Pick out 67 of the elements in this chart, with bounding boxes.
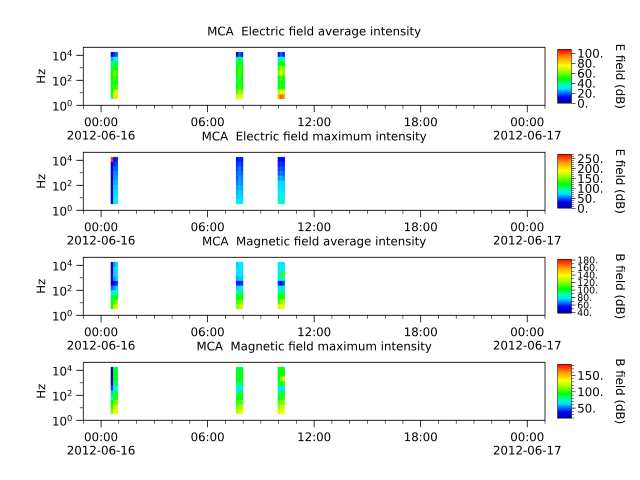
y-tick-label: 10$^{4}$ bbox=[53, 365, 72, 376]
x-tick-label: 12:00 bbox=[298, 432, 330, 442]
x-tick-label: 12:00 bbox=[298, 327, 330, 336]
color-bar-label: 200. bbox=[578, 164, 602, 174]
y-tick-label: 10$^{2}$ bbox=[53, 390, 72, 401]
x-tick-label: 18:00 bbox=[404, 117, 437, 126]
y-axis-title: Hz bbox=[36, 69, 46, 83]
y-tick-label: 10$^{0}$ bbox=[53, 100, 72, 111]
y-axis-title: Hz bbox=[36, 384, 46, 398]
color-bar-label: 80. bbox=[578, 294, 592, 302]
color-bar-label: 140. bbox=[578, 272, 598, 279]
color-bar-label: 160. bbox=[578, 264, 598, 272]
chart-title: MCA Electric field average intensity bbox=[208, 26, 421, 38]
x-tick-label: 00:00 2012-06-17 bbox=[494, 222, 561, 245]
y-tick-label: 10$^{2}$ bbox=[53, 180, 72, 191]
y-axis-title: Hz bbox=[36, 279, 46, 293]
color-bar-label: 60. bbox=[578, 302, 592, 309]
x-tick-label: 06:00 bbox=[191, 117, 224, 126]
x-tick-label: 18:00 bbox=[404, 432, 437, 442]
x-tick-label: 06:00 bbox=[191, 222, 224, 232]
y-tick-label: 10$^{4}$ bbox=[53, 260, 72, 271]
y-tick-label: 10$^{4}$ bbox=[53, 155, 72, 166]
color-bar-label: 40. bbox=[578, 309, 592, 316]
x-tick-label: 12:00 bbox=[298, 117, 330, 126]
y-axis-title: Hz bbox=[36, 174, 46, 188]
color-bar-label: 100. bbox=[578, 286, 598, 294]
y-tick-label: 10$^{4}$ bbox=[53, 50, 72, 61]
x-tick-label: 00:00 2012-06-16 bbox=[68, 117, 135, 140]
color-bar-label: 80. bbox=[578, 58, 595, 68]
color-bar-label: 50. bbox=[578, 404, 595, 413]
x-tick-label: 00:00 2012-06-16 bbox=[68, 327, 135, 350]
color-bar-label: 180. bbox=[578, 256, 598, 264]
color-bar-title: E field (dB) bbox=[614, 150, 626, 213]
y-tick-label: 10$^{2}$ bbox=[53, 74, 72, 86]
color-bar-label: 0. bbox=[578, 98, 588, 108]
color-bar-label: 150. bbox=[578, 370, 602, 380]
color-bar-title: B field (dB) bbox=[614, 360, 626, 424]
chart-title: MCA Magnetic field average intensity bbox=[203, 236, 426, 248]
y-tick-label: 10$^{0}$ bbox=[53, 310, 72, 321]
color-bar-label: 100. bbox=[578, 184, 602, 193]
color-bar-label: 20. bbox=[578, 88, 595, 98]
y-tick-label: 10$^{2}$ bbox=[53, 284, 72, 296]
color-bar-label: 100. bbox=[578, 48, 602, 58]
x-tick-label: 00:00 2012-06-16 bbox=[68, 222, 135, 245]
x-tick-label: 00:00 2012-06-17 bbox=[494, 432, 561, 455]
color-bar-label: 60. bbox=[578, 68, 595, 78]
color-bar-label: 40. bbox=[578, 78, 595, 88]
color-bar-title: B field (dB) bbox=[614, 254, 626, 318]
color-bar-label: 250. bbox=[578, 154, 602, 164]
x-tick-label: 00:00 2012-06-16 bbox=[68, 432, 135, 455]
color-bar-label: 50. bbox=[578, 194, 595, 203]
chart-title: MCA Magnetic field maximum intensity bbox=[198, 341, 432, 353]
color-bar-label: 100. bbox=[578, 387, 602, 396]
chart-title: MCA Electric field maximum intensity bbox=[202, 131, 426, 143]
color-bar-title: E field (dB) bbox=[614, 44, 626, 108]
x-tick-label: 18:00 bbox=[404, 327, 437, 336]
x-tick-label: 06:00 bbox=[191, 327, 224, 336]
x-tick-label: 00:00 2012-06-17 bbox=[494, 327, 561, 350]
color-bar-label: 150. bbox=[578, 174, 602, 183]
x-tick-label: 06:00 bbox=[191, 432, 224, 442]
y-tick-label: 10$^{0}$ bbox=[53, 204, 72, 216]
x-tick-label: 12:00 bbox=[298, 222, 330, 232]
color-bar-label: 120. bbox=[578, 279, 598, 286]
color-bar-label: 0. bbox=[578, 204, 588, 213]
x-tick-label: 18:00 bbox=[404, 222, 437, 232]
x-tick-label: 00:00 2012-06-17 bbox=[494, 117, 561, 140]
y-tick-label: 10$^{0}$ bbox=[53, 414, 72, 426]
